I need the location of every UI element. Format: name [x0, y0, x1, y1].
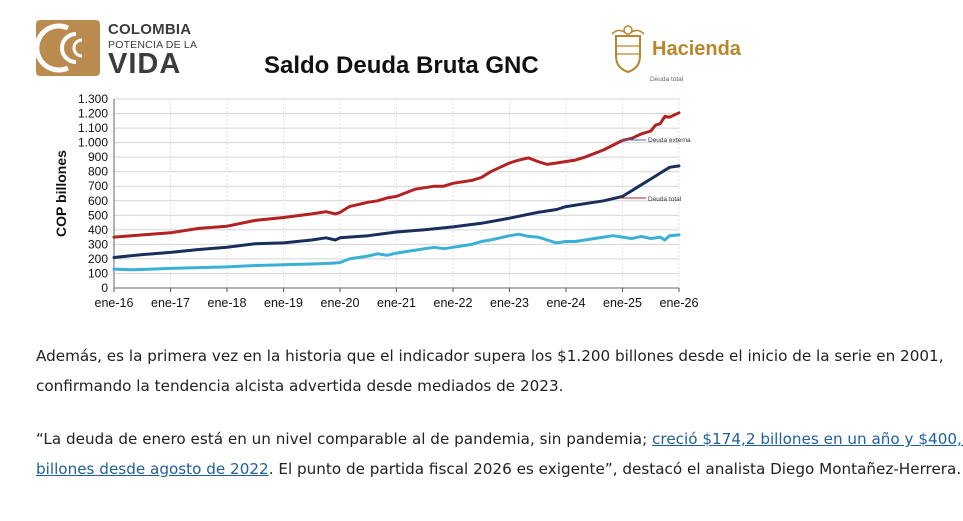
hacienda-logo: Hacienda — [608, 22, 741, 84]
y-tick-label: 200 — [88, 252, 108, 266]
article-paragraph-1: Además, es la primera vez en la historia… — [36, 347, 944, 395]
y-axis-label: COP billones — [53, 150, 69, 237]
legend-label-total: Deuda total — [648, 196, 682, 203]
y-tick-label: 0 — [101, 281, 108, 295]
article-paragraph-2: “La deuda de enero está en un nivel comp… — [36, 425, 963, 484]
y-tick-label: 900 — [88, 150, 108, 164]
chart-image: COLOMBIA POTENCIA DE LA VIDA Saldo Deuda… — [32, 12, 741, 318]
x-tick-label: ene-21 — [377, 296, 416, 310]
y-tick-label: 400 — [88, 223, 108, 237]
quote-start: “La deuda de enero está en un nivel comp… — [36, 430, 653, 448]
article-body: Además, es la primera vez en la historia… — [36, 342, 963, 484]
legend-label-externa: Deuda externa — [648, 137, 691, 144]
series-line-deuda-externa — [112, 164, 681, 259]
x-tick-label: ene-19 — [264, 296, 303, 310]
hacienda-label: Hacienda — [652, 38, 741, 60]
y-tick-label: 300 — [88, 237, 108, 251]
y-tick-label: 500 — [88, 208, 108, 222]
coat-of-arms-icon — [611, 25, 645, 74]
y-tick-label: 1.200 — [78, 107, 108, 121]
legend-label-top: Deuda total — [650, 76, 684, 83]
logo-line-2: POTENCIA DE LA — [108, 39, 198, 51]
y-tick-label: 600 — [88, 194, 108, 208]
y-tick-label: 800 — [88, 165, 108, 179]
logo-emblem-icon — [34, 20, 100, 76]
x-tick-label: ene-18 — [208, 296, 247, 310]
series-line-deuda-interna — [112, 232, 681, 272]
article-link[interactable]: creció $174,2 billones en un año y $400,… — [36, 430, 963, 478]
x-tick-label: ene-20 — [321, 296, 360, 310]
x-tick-label: ene-23 — [490, 296, 529, 310]
y-tick-label: 700 — [88, 179, 108, 193]
x-tick-label: ene-25 — [603, 296, 642, 310]
x-tick-label: ene-17 — [151, 296, 190, 310]
quote-end: . El punto de partida fiscal 2026 es exi… — [268, 459, 962, 478]
chart-plot: 01002003004005006007008009001.0001.1001.… — [53, 76, 699, 310]
series-line-deuda-total — [112, 111, 681, 239]
x-tick-label: ene-26 — [660, 296, 699, 310]
y-tick-label: 100 — [88, 266, 108, 280]
colombia-potencia-logo: COLOMBIA POTENCIA DE LA VIDA — [34, 18, 201, 80]
chart-title: Saldo Deuda Bruta GNC — [264, 52, 539, 79]
x-tick-label: ene-24 — [547, 296, 586, 310]
y-tick-label: 1.100 — [78, 121, 108, 135]
y-tick-label: 1.000 — [78, 136, 108, 150]
logo-line-3: VIDA — [108, 48, 182, 80]
x-tick-label: ene-22 — [434, 296, 473, 310]
logo-line-1: COLOMBIA — [108, 21, 192, 38]
x-tick-label: ene-16 — [95, 296, 134, 310]
y-tick-label: 1.300 — [78, 92, 108, 106]
